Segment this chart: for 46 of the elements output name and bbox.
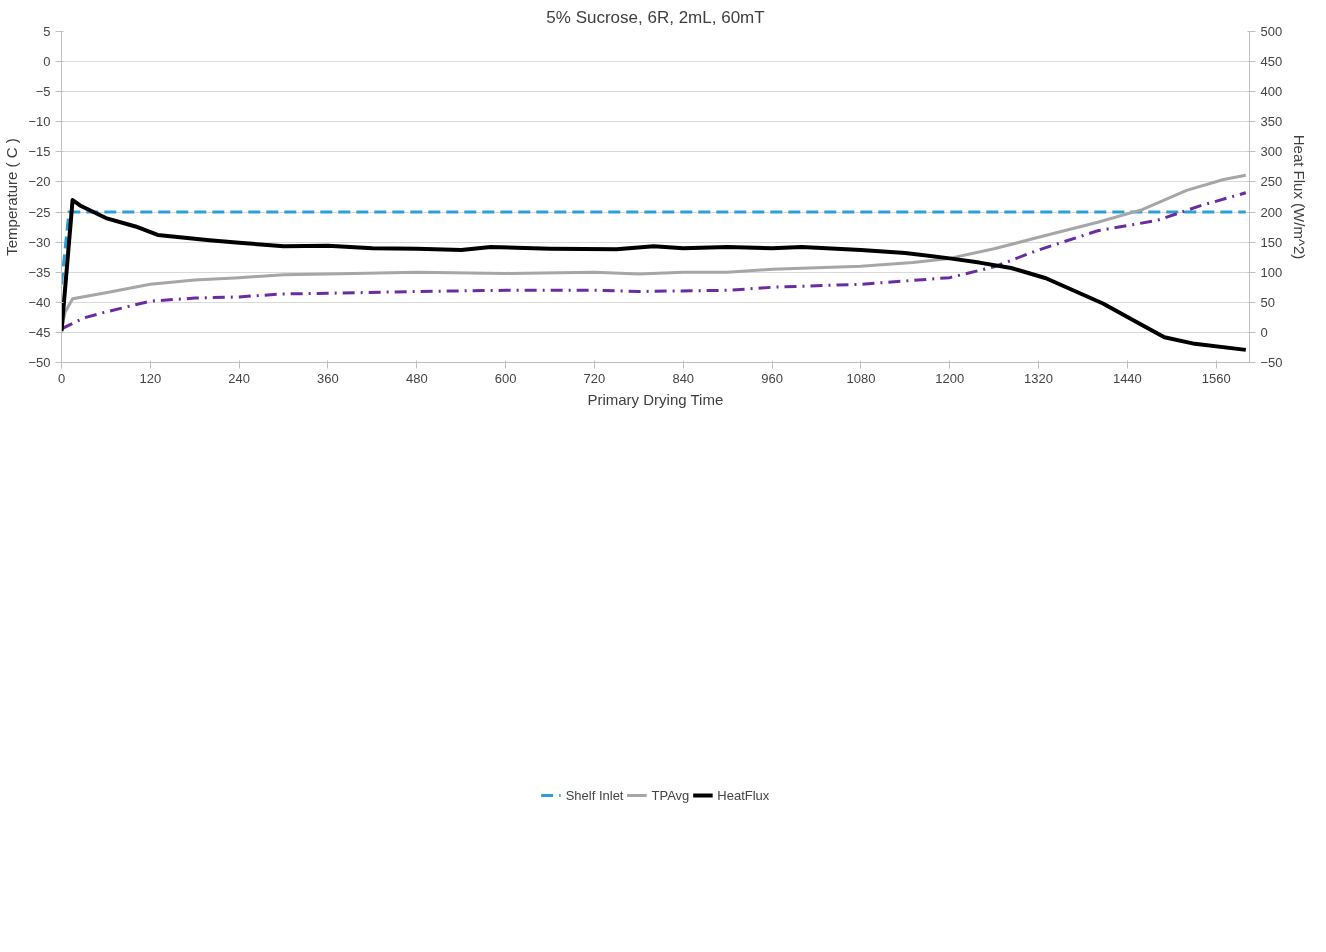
chart-title: 5% Sucrose, 6R, 2mL, 60mT [546,7,765,27]
x-tick-label: 0 [57,370,66,386]
y-tick-label: −35 [28,264,51,280]
x-tick-label: 480 [405,370,428,386]
x-tick-label: 1560 [1201,370,1231,386]
y-tick-label: −5 [35,84,51,100]
x-tick-label: 360 [317,370,339,386]
y2-tick-label: 50 [1260,294,1275,310]
y-tick-label: −40 [28,294,51,310]
x-tick-label: 1080 [846,370,876,386]
x-axis-title: Primary Drying Time [587,390,724,408]
x-tick-label: 960 [761,370,783,386]
y2-tick-label: 100 [1260,264,1283,280]
y-tick-label: −50 [28,355,51,370]
y2-tick-label: −50 [1260,355,1283,370]
y2-tick-label: 500 [1260,24,1283,39]
y2-tick-label: 300 [1260,144,1283,160]
y-tick-label: 0 [43,54,51,70]
legend-label: Shelf Inlet [565,787,624,803]
y2-tick-label: 250 [1260,174,1283,190]
x-tick-label: 1440 [1112,370,1142,386]
y-tick-label: −25 [28,204,51,220]
y2-tick-label: 350 [1260,114,1283,130]
y-tick-label: −20 [28,174,51,190]
y-tick-label: −30 [28,234,51,250]
y2-axis-title: Heat Flux (W/m^2) [1290,134,1308,260]
y-tick-label: −10 [28,114,51,130]
x-tick-label: 840 [672,370,695,386]
x-tick-label: 240 [228,370,250,386]
y2-tick-label: 0 [1260,324,1268,340]
legend-label: HeatFlux [717,787,770,803]
x-tick-label: 720 [583,370,606,386]
x-tick-label: 600 [494,370,517,386]
y2-tick-label: 150 [1260,234,1283,250]
y2-tick-label: 450 [1260,54,1283,70]
y-axis-title: Temperature ( C ) [3,138,21,256]
x-tick-label: 1200 [935,370,965,386]
y-tick-label: −15 [28,144,51,160]
y-tick-label: 5 [43,24,51,39]
x-tick-label: 1320 [1024,370,1054,386]
y2-tick-label: 400 [1260,84,1283,100]
line-series [61,198,1248,352]
y2-tick-label: 200 [1260,204,1283,220]
y-tick-label: −45 [28,324,51,340]
legend-label: TPAvg [651,787,690,803]
x-tick-label: 120 [139,370,162,386]
